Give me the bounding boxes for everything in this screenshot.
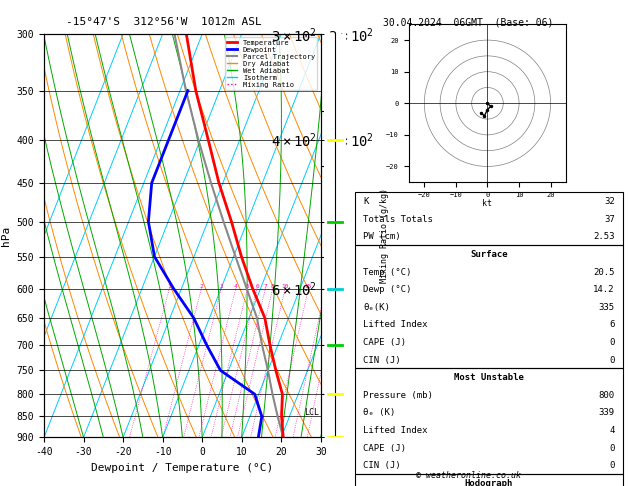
Y-axis label: hPa: hPa <box>1 226 11 246</box>
Text: 0: 0 <box>610 356 615 364</box>
Text: Lifted Index: Lifted Index <box>364 426 428 435</box>
Text: Lifted Index: Lifted Index <box>364 320 428 330</box>
Text: 0: 0 <box>610 444 615 452</box>
Text: -15°47'S  312°56'W  1012m ASL: -15°47'S 312°56'W 1012m ASL <box>65 17 262 27</box>
Text: Surface: Surface <box>470 250 508 259</box>
Bar <box>355 474 623 486</box>
Text: 2.53: 2.53 <box>593 232 615 242</box>
Bar <box>355 192 623 245</box>
X-axis label: kt: kt <box>482 199 493 208</box>
X-axis label: Dewpoint / Temperature (°C): Dewpoint / Temperature (°C) <box>91 463 274 473</box>
Text: 32: 32 <box>604 197 615 206</box>
Text: Dewp (°C): Dewp (°C) <box>364 285 412 294</box>
Text: Pressure (mb): Pressure (mb) <box>364 391 433 400</box>
Text: 4: 4 <box>610 426 615 435</box>
Text: 6: 6 <box>255 283 259 289</box>
Text: Most Unstable: Most Unstable <box>454 373 524 382</box>
Text: PW (cm): PW (cm) <box>364 232 401 242</box>
Text: θₑ(K): θₑ(K) <box>364 303 390 312</box>
Text: Hodograph: Hodograph <box>465 479 513 486</box>
Text: © weatheronline.co.uk: © weatheronline.co.uk <box>416 471 521 480</box>
Text: 8: 8 <box>271 283 275 289</box>
Text: 37: 37 <box>604 215 615 224</box>
Text: 335: 335 <box>599 303 615 312</box>
Legend: Temperature, Dewpoint, Parcel Trajectory, Dry Adiabat, Wet Adiabat, Isotherm, Mi: Temperature, Dewpoint, Parcel Trajectory… <box>225 37 317 90</box>
Text: 14.2: 14.2 <box>593 285 615 294</box>
Text: 339: 339 <box>599 408 615 417</box>
Text: CIN (J): CIN (J) <box>364 356 401 364</box>
Text: 15: 15 <box>304 283 312 289</box>
Y-axis label: Mixing Ratio (g/kg): Mixing Ratio (g/kg) <box>380 188 389 283</box>
Text: LCL: LCL <box>304 408 319 417</box>
Text: CAPE (J): CAPE (J) <box>364 444 406 452</box>
Text: 3: 3 <box>220 283 223 289</box>
Text: 6: 6 <box>610 320 615 330</box>
Text: 800: 800 <box>599 391 615 400</box>
Text: 30.04.2024  06GMT  (Base: 06): 30.04.2024 06GMT (Base: 06) <box>384 17 554 27</box>
Text: K: K <box>364 197 369 206</box>
Text: θₑ (K): θₑ (K) <box>364 408 396 417</box>
Bar <box>355 245 623 368</box>
Bar <box>355 368 623 474</box>
Text: 0: 0 <box>610 461 615 470</box>
Text: Totals Totals: Totals Totals <box>364 215 433 224</box>
Text: 4: 4 <box>234 283 238 289</box>
Text: 1: 1 <box>167 283 171 289</box>
Text: CAPE (J): CAPE (J) <box>364 338 406 347</box>
Text: 2: 2 <box>199 283 203 289</box>
Text: 10: 10 <box>281 283 289 289</box>
Text: 7: 7 <box>264 283 267 289</box>
Text: 20.5: 20.5 <box>593 268 615 277</box>
Text: 5: 5 <box>245 283 249 289</box>
Text: Temp (°C): Temp (°C) <box>364 268 412 277</box>
Text: 0: 0 <box>610 338 615 347</box>
Text: CIN (J): CIN (J) <box>364 461 401 470</box>
